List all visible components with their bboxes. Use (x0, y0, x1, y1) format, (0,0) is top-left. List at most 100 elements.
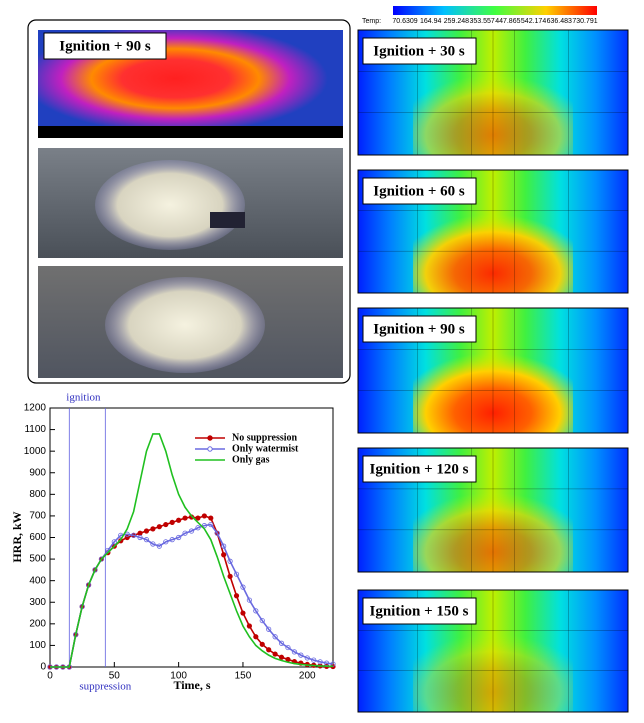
legend-marker (207, 446, 213, 452)
annotation-label: suppression (79, 681, 131, 693)
series-marker (259, 641, 265, 647)
series-marker (214, 530, 220, 536)
series-marker (131, 532, 137, 538)
heatmap-border (357, 307, 629, 434)
x-axis-label: Time, s (173, 678, 210, 692)
legend-label: Only gas (232, 454, 270, 465)
heatmap-border (357, 169, 629, 294)
series-marker (182, 515, 188, 521)
series-marker (221, 543, 227, 549)
legend-label: No suppression (232, 432, 298, 443)
series-marker (111, 539, 117, 545)
label-box (362, 597, 477, 625)
x-tick-label: 100 (170, 671, 187, 682)
series-marker (92, 567, 98, 573)
label-box (362, 37, 477, 65)
series-marker (98, 556, 105, 562)
flame (95, 160, 245, 250)
y-axis-label: HRR, kW (10, 511, 24, 562)
label-box (362, 455, 477, 483)
heatmap-border (357, 29, 629, 156)
flame (105, 277, 265, 373)
label-box (362, 177, 477, 205)
apparatus (210, 212, 245, 228)
series-marker (195, 525, 201, 531)
y-tick-label: 300 (29, 597, 46, 608)
series-marker (208, 521, 214, 528)
legend-label: Only watermist (232, 443, 299, 454)
series-line (50, 523, 334, 668)
y-tick-label: 1000 (24, 446, 47, 457)
series-marker (291, 649, 298, 655)
y-tick-label: 100 (29, 640, 46, 651)
x-tick-label: 0 (47, 671, 53, 682)
colorbar-tick-label: 353.557 (469, 18, 494, 25)
series-marker (150, 526, 156, 532)
series-marker (227, 558, 233, 564)
series-marker (285, 644, 291, 651)
series-marker (278, 640, 285, 646)
series-marker (233, 593, 240, 599)
simulation-label: Ignition + 120 s (370, 461, 469, 477)
colorbar (393, 6, 597, 15)
series-marker (221, 552, 227, 558)
series-marker (137, 534, 143, 541)
series-marker (266, 647, 272, 653)
thermal-status-bar (38, 126, 343, 138)
series-marker (137, 530, 143, 536)
y-tick-label: 0 (40, 662, 46, 673)
series-marker (176, 517, 182, 523)
series-marker (298, 652, 304, 658)
series-line (50, 515, 334, 668)
series-marker (233, 571, 240, 577)
series-marker (188, 528, 195, 534)
colorbar-tick-label: 164.94 (420, 18, 442, 25)
y-tick-label: 200 (29, 618, 46, 629)
series-marker (317, 659, 323, 665)
series-marker (272, 651, 278, 657)
simulation-label: Ignition + 60 s (373, 183, 465, 199)
series-marker (240, 584, 246, 590)
series-marker (208, 515, 214, 521)
colorbar-tick-label: 259.248 (444, 18, 469, 25)
series-marker (278, 654, 285, 660)
colorbar-tick-label: 730.791 (572, 18, 597, 25)
colorbar-tick-label: 542.174 (521, 18, 546, 25)
y-tick-label: 500 (29, 554, 46, 565)
y-tick-label: 700 (29, 511, 46, 522)
x-tick-label: 150 (235, 671, 252, 682)
heatmap-border (357, 447, 629, 573)
series-marker (150, 541, 156, 547)
series-marker (311, 657, 317, 663)
series-marker (143, 537, 150, 543)
series-marker (156, 543, 162, 549)
series-marker (169, 519, 175, 525)
y-tick-label: 1200 (24, 403, 47, 414)
heatmap-border (357, 589, 629, 713)
photo-frame (27, 19, 351, 384)
label-box (43, 32, 167, 60)
series-marker (227, 573, 233, 579)
simulation-label: Ignition + 30 s (373, 43, 465, 59)
series-marker (195, 515, 201, 521)
colorbar-tick-label: 70.6309 (392, 18, 417, 25)
label-box (362, 315, 477, 343)
simulation-label: Ignition + 150 s (370, 603, 469, 619)
colorbar-title: Temp: (362, 18, 381, 25)
series-marker (143, 528, 150, 534)
series-marker (266, 626, 272, 632)
colorbar-tick-label: 636.483 (547, 18, 572, 25)
series-marker (240, 610, 246, 616)
series-marker (272, 634, 278, 640)
series-marker (201, 513, 207, 519)
series-marker (246, 597, 252, 603)
y-tick-label: 600 (29, 532, 46, 543)
series-marker (169, 537, 175, 543)
series-marker (124, 531, 130, 537)
simulation-label: Ignition + 90 s (373, 321, 465, 337)
y-tick-label: 1100 (24, 424, 46, 435)
series-marker (163, 521, 169, 528)
series-marker (163, 539, 169, 545)
series-marker (156, 524, 162, 530)
